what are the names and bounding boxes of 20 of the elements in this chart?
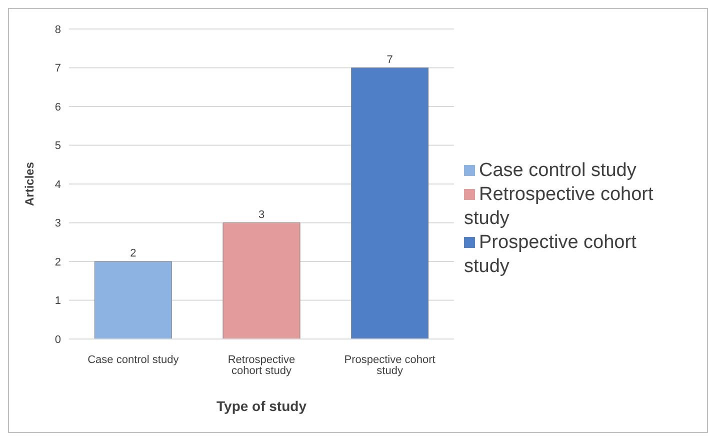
y-axis-title: Articles — [22, 162, 36, 206]
y-tick-label: 7 — [54, 62, 61, 75]
legend-label: Prospective cohort study — [464, 232, 636, 277]
x-tick-label: Prospective cohort study — [344, 354, 436, 377]
x-tick-label: Retrospective cohort study — [228, 354, 296, 377]
y-tick-label: 5 — [54, 140, 61, 152]
y-tick-label: 2 — [54, 256, 61, 268]
data-label: 2 — [130, 248, 136, 260]
x-axis-title: Type of study — [216, 398, 307, 414]
data-label: 3 — [258, 208, 265, 221]
data-label: 7 — [386, 54, 393, 66]
y-tick-label: 1 — [54, 295, 61, 308]
y-tick-label: 8 — [54, 24, 61, 36]
y-tick-label: 4 — [54, 178, 61, 191]
legend-label: Retrospective cohort study — [464, 184, 654, 229]
y-tick-label: 3 — [54, 218, 61, 230]
y-tick-label: 0 — [54, 334, 61, 346]
legend-label: Case control study — [479, 160, 636, 181]
x-tick-label: Case control study — [88, 354, 180, 366]
y-tick-label: 6 — [54, 101, 61, 114]
